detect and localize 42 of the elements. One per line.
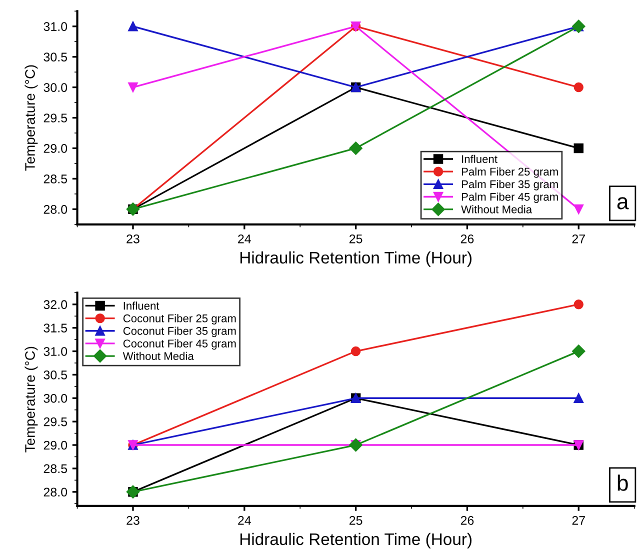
x-tick-label: 25: [349, 516, 362, 525]
y-tick-label: 28.0: [44, 204, 68, 214]
x-axis-title: Hidraulic Retention Time (Hour): [240, 251, 472, 267]
legend-label: Without Media: [122, 352, 194, 360]
y-tick-label: 31.0: [44, 347, 68, 356]
y-axis-title: Temperature (°C): [24, 346, 38, 452]
y-tick-label: 31.0: [44, 22, 68, 32]
legend-label: Influent: [462, 154, 498, 164]
legend-label: Palm Fiber 35 gram: [462, 180, 558, 190]
y-tick-label: 29.0: [44, 144, 68, 153]
annotation: a: [617, 197, 629, 210]
legend-label: Influent: [124, 302, 160, 310]
x-tick-label: 23: [126, 516, 140, 525]
y-tick-label: 30.0: [44, 394, 68, 403]
y-tick-label: 30.0: [44, 83, 68, 92]
y-axis-title: Temperature (°C): [24, 65, 38, 171]
x-tick-label: 24: [238, 234, 251, 244]
annotation: b: [618, 474, 628, 491]
y-tick-label: 29.0: [44, 440, 68, 450]
x-tick-label: 26: [460, 516, 474, 525]
y-tick-label: 31.5: [44, 324, 68, 332]
y-tick-label: 30.5: [44, 52, 68, 62]
y-tick-label: 29.5: [44, 114, 68, 122]
x-axis-title: Hidraulic Retention Time (Hour): [240, 532, 472, 548]
x-tick-label: 25: [349, 234, 362, 244]
y-tick-label: 28.5: [44, 464, 68, 474]
x-tick-label: 27: [572, 234, 585, 244]
x-tick-label: 26: [460, 234, 474, 244]
legend-label: Coconut Fiber 35 gram: [123, 326, 236, 338]
x-tick-label: 27: [572, 516, 585, 525]
legend-label: Palm Fiber 25 gram: [462, 167, 558, 178]
y-tick-label: 30.5: [44, 370, 68, 380]
y-tick-label: 28.0: [44, 488, 68, 497]
legend-label: Coconut Fiber 45 gram: [123, 339, 236, 350]
y-tick-label: 32.0: [44, 300, 68, 310]
legend-label: Palm Fiber 45 gram: [462, 192, 558, 203]
legend-label: Without Media: [461, 205, 532, 214]
x-tick-label: 23: [126, 234, 140, 244]
legend-label: Coconut Fiber 25 gram: [123, 314, 236, 324]
x-tick-label: 24: [238, 516, 251, 525]
y-tick-label: 29.5: [44, 417, 68, 426]
y-tick-label: 28.5: [44, 174, 68, 184]
